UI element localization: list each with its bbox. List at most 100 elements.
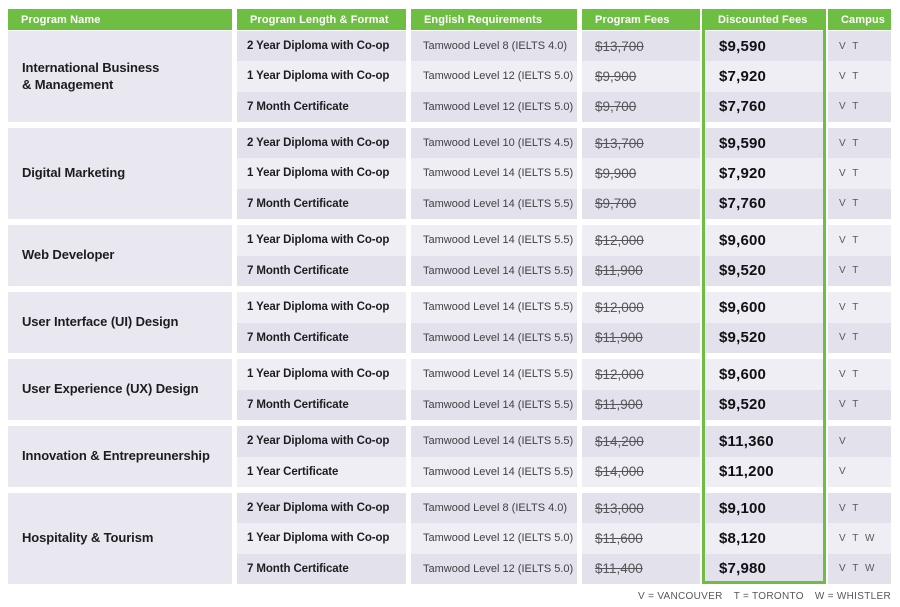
campus-legend: V = VANCOUVER T = TORONTO W = WHISTLER (8, 591, 891, 602)
discounted-fee: $9,100 (705, 493, 823, 524)
english-requirement: Tamwood Level 14 (IELTS 5.5) (411, 188, 577, 219)
campus-codes: V T (828, 61, 891, 92)
discounted-fee: $7,920 (705, 158, 823, 189)
discounted-fee: $9,590 (705, 31, 823, 62)
program-name-cell: Digital Marketing (8, 128, 232, 219)
english-requirement: Tamwood Level 14 (IELTS 5.5) (411, 456, 577, 487)
program-fee-strikethrough: $14,200 (582, 426, 700, 457)
legend-toronto: T = TORONTO (733, 591, 804, 602)
program-fee-strikethrough: $13,000 (582, 493, 700, 524)
english-requirement: Tamwood Level 14 (IELTS 5.5) (411, 158, 577, 189)
header-discounted-fees: Discounted Fees (705, 9, 823, 30)
campus-codes: V T (828, 359, 891, 390)
legend-vancouver: V = VANCOUVER (638, 591, 723, 602)
discounted-fee: $7,760 (705, 91, 823, 122)
program-format: 2 Year Diploma with Co-op (237, 31, 406, 62)
program-fee-strikethrough: $9,700 (582, 188, 700, 219)
program-fee-strikethrough: $12,000 (582, 225, 700, 256)
program-group-ui-design: User Interface (UI) Design 1 Year Diplom… (8, 292, 891, 353)
discounted-fee: $9,600 (705, 225, 823, 256)
discounted-fee: $9,600 (705, 359, 823, 390)
program-name: Innovation & Entrepreunership (22, 448, 210, 464)
program-fees-table: Program Name Program Length & Format Eng… (8, 9, 891, 584)
campus-codes: V (828, 426, 891, 457)
program-name: User Experience (UX) Design (22, 381, 199, 397)
program-format: 7 Month Certificate (237, 389, 406, 420)
discounted-fee: $11,200 (705, 456, 823, 487)
program-group-ux-design: User Experience (UX) Design 1 Year Diplo… (8, 359, 891, 420)
english-requirement: Tamwood Level 10 (IELTS 4.5) (411, 128, 577, 159)
english-requirement: Tamwood Level 12 (IELTS 5.0) (411, 553, 577, 584)
program-group-digital-marketing: Digital Marketing 2 Year Diploma with Co… (8, 128, 891, 219)
program-fee-strikethrough: $9,900 (582, 61, 700, 92)
header-program-name: Program Name (8, 9, 232, 30)
english-requirement: Tamwood Level 14 (IELTS 5.5) (411, 322, 577, 353)
program-fee-strikethrough: $11,400 (582, 553, 700, 584)
english-requirement: Tamwood Level 14 (IELTS 5.5) (411, 359, 577, 390)
program-fee-strikethrough: $9,700 (582, 91, 700, 122)
program-fee-strikethrough: $14,000 (582, 456, 700, 487)
campus-codes: V T (828, 91, 891, 122)
program-format: 1 Year Diploma with Co-op (237, 292, 406, 323)
program-name-cell: Web Developer (8, 225, 232, 286)
discounted-fee: $9,520 (705, 255, 823, 286)
english-requirement: Tamwood Level 14 (IELTS 5.5) (411, 389, 577, 420)
program-name: User Interface (UI) Design (22, 314, 179, 330)
program-fee-strikethrough: $11,900 (582, 255, 700, 286)
program-name: Web Developer (22, 247, 115, 263)
header-campus: Campus (828, 9, 891, 30)
campus-codes: V T (828, 493, 891, 524)
english-requirement: Tamwood Level 12 (IELTS 5.0) (411, 91, 577, 122)
discounted-fee: $7,980 (705, 553, 823, 584)
program-format: 7 Month Certificate (237, 322, 406, 353)
header-program-fees: Program Fees (582, 9, 700, 30)
program-name-cell: International Business & Management (8, 31, 232, 122)
program-name-cell: Innovation & Entrepreunership (8, 426, 232, 487)
program-fee-strikethrough: $13,700 (582, 128, 700, 159)
discounted-fee: $7,760 (705, 188, 823, 219)
program-name-cell: Hospitality & Tourism (8, 493, 232, 584)
program-format: 1 Year Diploma with Co-op (237, 225, 406, 256)
campus-codes: V T (828, 255, 891, 286)
program-group-international-business: International Business & Management 2 Ye… (8, 31, 891, 122)
campus-codes: V T (828, 389, 891, 420)
legend-whistler: W = WHISTLER (814, 591, 891, 602)
program-name-cell: User Interface (UI) Design (8, 292, 232, 353)
campus-codes: V T (828, 128, 891, 159)
campus-codes: V T W (828, 553, 891, 584)
campus-codes: V T (828, 158, 891, 189)
header-length-format: Program Length & Format (237, 9, 406, 30)
program-fee-strikethrough: $11,600 (582, 523, 700, 554)
english-requirement: Tamwood Level 8 (IELTS 4.0) (411, 31, 577, 62)
campus-codes: V T (828, 188, 891, 219)
program-group-innovation-entrepreneurship: Innovation & Entrepreunership 2 Year Dip… (8, 426, 891, 487)
program-format: 1 Year Diploma with Co-op (237, 359, 406, 390)
discounted-fee: $9,600 (705, 292, 823, 323)
english-requirement: Tamwood Level 14 (IELTS 5.5) (411, 292, 577, 323)
program-name: Hospitality & Tourism (22, 530, 154, 546)
program-fee-strikethrough: $11,900 (582, 322, 700, 353)
program-group-web-developer: Web Developer 1 Year Diploma with Co-op … (8, 225, 891, 286)
program-fee-strikethrough: $12,000 (582, 292, 700, 323)
english-requirement: Tamwood Level 12 (IELTS 5.0) (411, 523, 577, 554)
discounted-fee: $9,520 (705, 389, 823, 420)
table-header-row: Program Name Program Length & Format Eng… (8, 9, 891, 30)
english-requirement: Tamwood Level 8 (IELTS 4.0) (411, 493, 577, 524)
program-fee-strikethrough: $9,900 (582, 158, 700, 189)
program-fee-strikethrough: $12,000 (582, 359, 700, 390)
program-format: 1 Year Diploma with Co-op (237, 61, 406, 92)
program-fee-strikethrough: $11,900 (582, 389, 700, 420)
english-requirement: Tamwood Level 14 (IELTS 5.5) (411, 426, 577, 457)
campus-codes: V T (828, 292, 891, 323)
program-format: 2 Year Diploma with Co-op (237, 493, 406, 524)
discounted-fee: $7,920 (705, 61, 823, 92)
program-format: 7 Month Certificate (237, 255, 406, 286)
program-format: 2 Year Diploma with Co-op (237, 128, 406, 159)
program-group-hospitality-tourism: Hospitality & Tourism 2 Year Diploma wit… (8, 493, 891, 584)
campus-codes: V T W (828, 523, 891, 554)
english-requirement: Tamwood Level 14 (IELTS 5.5) (411, 225, 577, 256)
campus-codes: V T (828, 31, 891, 62)
program-name-cell: User Experience (UX) Design (8, 359, 232, 420)
program-format: 7 Month Certificate (237, 91, 406, 122)
